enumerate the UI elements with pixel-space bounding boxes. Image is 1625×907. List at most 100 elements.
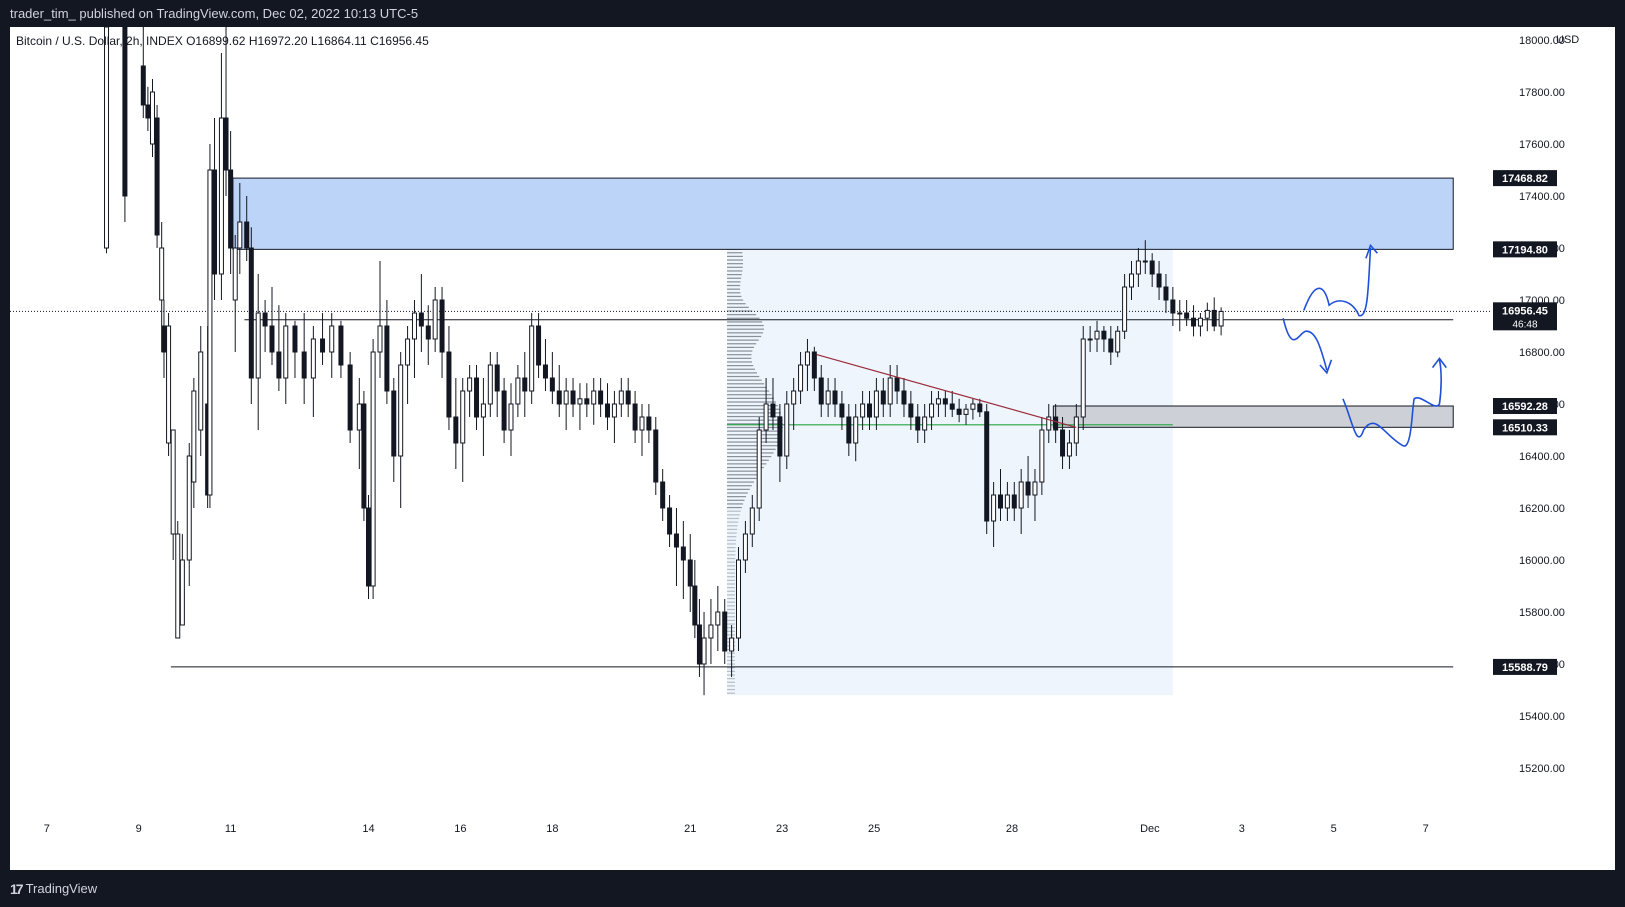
volume-profile-bar xyxy=(727,372,757,374)
candle-body xyxy=(391,390,397,457)
candle-body xyxy=(1211,309,1217,327)
volume-profile-bar xyxy=(727,612,736,614)
volume-profile-bar xyxy=(727,335,762,338)
candle-body xyxy=(237,221,243,249)
volume-profile-bar xyxy=(727,506,742,509)
volume-profile-area xyxy=(727,235,1173,696)
currency-label[interactable]: USD xyxy=(1556,34,1580,46)
legend-high: H16972.20 xyxy=(248,34,308,48)
candle-body xyxy=(942,398,948,405)
volume-profile-bar xyxy=(727,601,736,603)
candle-body xyxy=(159,247,165,301)
volume-profile-bar xyxy=(727,321,763,323)
candle-body xyxy=(467,377,473,392)
candle-body xyxy=(1108,338,1114,353)
candle-body xyxy=(591,390,597,405)
candle-body xyxy=(508,403,514,431)
arrow-head xyxy=(1319,359,1333,375)
candle-body xyxy=(991,494,997,522)
candle-body xyxy=(283,325,289,379)
x-tick-label: 7 xyxy=(1423,823,1429,835)
candle-body xyxy=(867,403,873,418)
volume-profile-bar xyxy=(727,448,776,450)
candle-body xyxy=(625,390,631,405)
y-tick-label: 18000.00 xyxy=(1519,35,1565,47)
volume-profile-bar xyxy=(727,281,741,283)
candle-body xyxy=(984,411,990,522)
volume-profile-bar xyxy=(727,459,769,461)
candle-body xyxy=(701,637,707,665)
candle-body xyxy=(494,364,500,392)
trendline xyxy=(816,354,1077,428)
candle-body xyxy=(598,390,604,405)
volume-profile-bar xyxy=(727,576,736,578)
tradingview-logo[interactable]: 17 TradingView xyxy=(10,881,97,897)
candle-body xyxy=(166,325,172,444)
candle-body xyxy=(186,455,192,561)
volume-profile-bar xyxy=(727,492,748,494)
volume-profile-bar xyxy=(727,437,781,439)
volume-profile-bar xyxy=(727,386,767,389)
level-label-box xyxy=(1493,398,1557,415)
volume-profile-bar xyxy=(727,426,783,429)
candle-body xyxy=(542,364,548,379)
candle-body xyxy=(791,390,797,405)
candle-body xyxy=(901,390,907,405)
candle-body xyxy=(384,325,390,392)
candle-body xyxy=(970,403,976,410)
candle-body xyxy=(1011,494,1017,509)
candle-body xyxy=(570,390,576,405)
volume-profile-bar xyxy=(727,590,736,592)
volume-profile-bar xyxy=(727,346,754,348)
candle-body xyxy=(366,507,372,587)
candle-body xyxy=(860,403,866,418)
candle-body xyxy=(922,416,928,431)
x-tick-label: Dec xyxy=(1140,823,1160,835)
chart-panel[interactable]: 15200.0015400.0015600.0015800.0016000.00… xyxy=(10,27,1615,870)
volume-profile-bar xyxy=(727,627,736,629)
candle-body xyxy=(853,416,859,444)
candle-body xyxy=(632,403,638,431)
volume-profile-bar xyxy=(727,452,774,454)
volume-profile-bar xyxy=(727,543,736,545)
candle-body xyxy=(145,104,151,119)
volume-profile-bar xyxy=(727,539,737,541)
candle-body xyxy=(556,390,562,405)
bullish-path-arrow xyxy=(1303,247,1372,317)
volume-profile-bar xyxy=(727,463,767,465)
level-label: 16510.33 xyxy=(1502,422,1548,434)
candle-body xyxy=(1218,310,1224,327)
candle-body xyxy=(1018,481,1024,509)
volume-profile-bar xyxy=(727,488,750,490)
symbol-name[interactable]: Bitcoin / U.S. Dollar, 2h, INDEX xyxy=(16,34,183,48)
volume-profile-bar xyxy=(727,616,736,618)
volume-profile-bar xyxy=(727,456,772,458)
candle-body xyxy=(660,481,666,509)
level-label: 17194.80 xyxy=(1502,244,1548,256)
volume-profile-bar xyxy=(727,521,739,523)
candle-body xyxy=(1046,416,1052,431)
volume-profile-bar xyxy=(727,288,741,290)
candle-body xyxy=(370,351,376,587)
candle-body xyxy=(977,403,983,413)
volume-profile-bar xyxy=(727,528,738,530)
volume-profile-bar xyxy=(727,324,764,327)
volume-profile-bar xyxy=(727,357,752,359)
volume-profile-bar xyxy=(727,332,764,334)
volume-profile-bar xyxy=(727,554,736,556)
candle-body xyxy=(667,507,673,535)
candle-body xyxy=(310,338,316,379)
price-chart[interactable]: 15200.0015400.0015600.0015800.0016000.00… xyxy=(10,27,1615,870)
candle-body xyxy=(149,91,155,145)
volume-profile-bar xyxy=(727,630,736,632)
candle-body xyxy=(522,377,528,392)
x-tick-label: 25 xyxy=(868,823,880,835)
candle-body xyxy=(228,169,234,249)
y-tick-label: 15200.00 xyxy=(1519,763,1565,775)
arrow-head xyxy=(1365,243,1378,259)
y-tick-label: 16800.00 xyxy=(1519,347,1565,359)
volume-profile-bar xyxy=(727,394,772,396)
candle-body xyxy=(198,351,204,431)
volume-profile-bar xyxy=(727,339,759,341)
candle-body xyxy=(515,377,521,405)
